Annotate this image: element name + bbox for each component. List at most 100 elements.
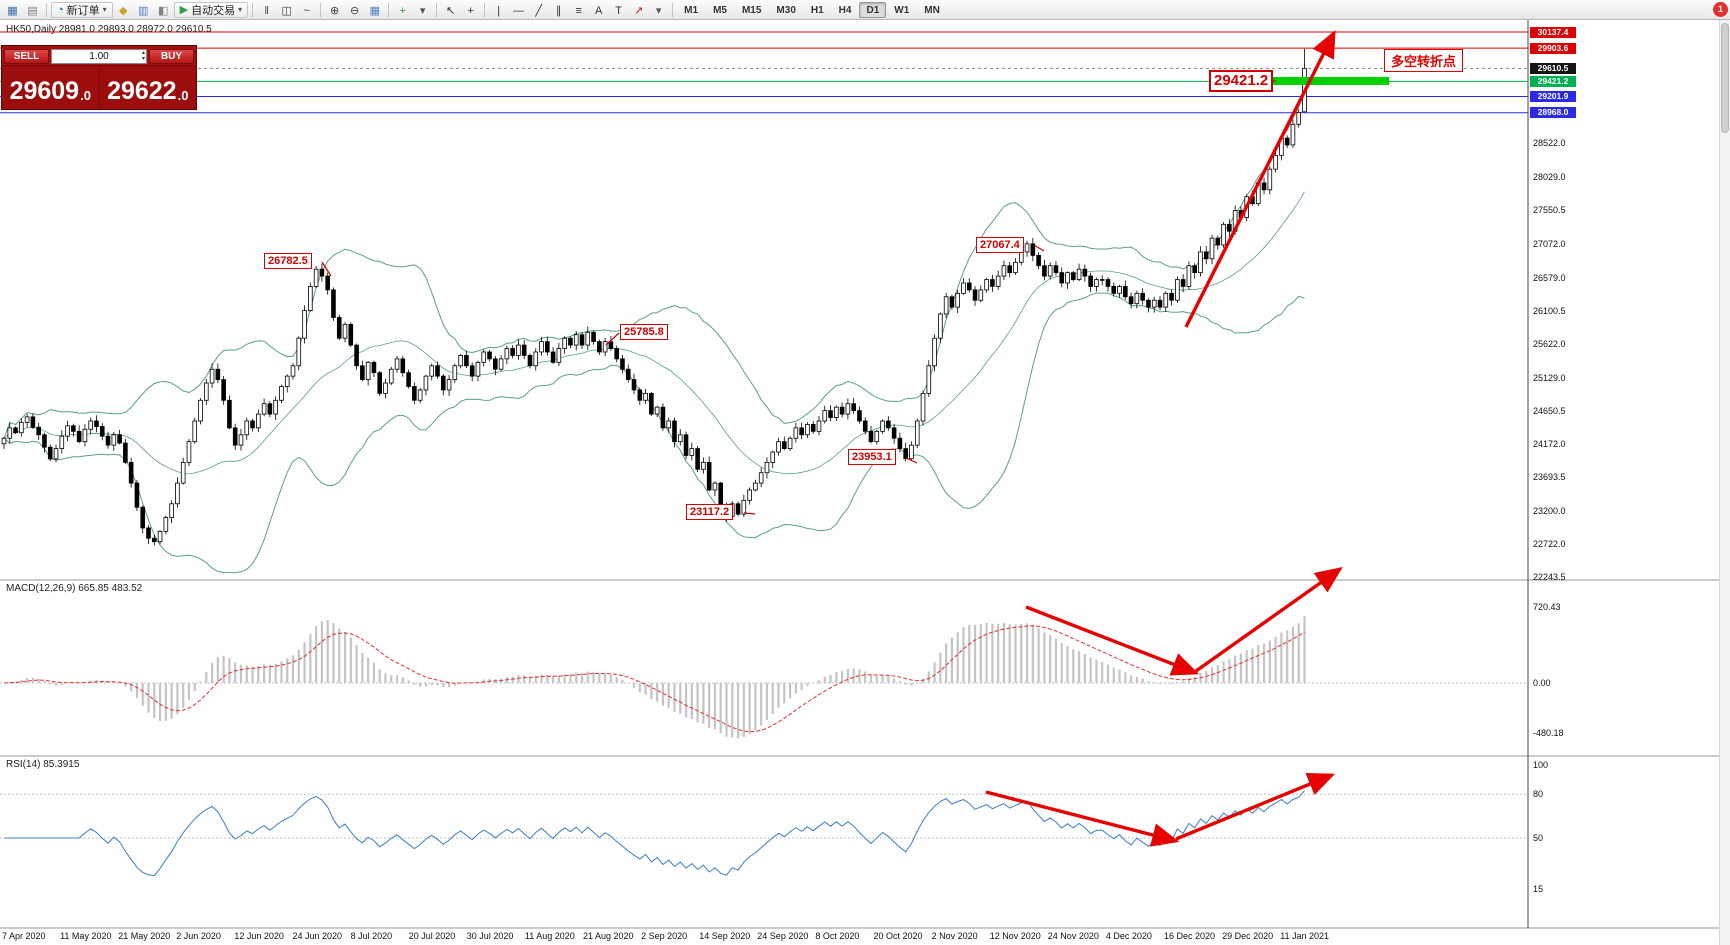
new-order-button-dropdown-icon[interactable]: ▾ (102, 5, 107, 14)
current-price-tag: 29610.5 (1530, 62, 1576, 74)
price-tag: 28968.0 (1530, 107, 1576, 119)
cursor-icon[interactable]: ↖ (446, 4, 456, 17)
timeframe-h4[interactable]: H4 (838, 4, 852, 16)
timeframe-m15[interactable]: M15 (741, 4, 762, 16)
bollinger-middle-band (3, 191, 1305, 475)
macd-histogram (8, 615, 1306, 739)
volume-input[interactable]: 1.00 ▴ ▾ (51, 48, 147, 64)
candlestick-chart-icon[interactable]: ◫ (281, 4, 292, 17)
date-label: 11 Aug 2020 (524, 931, 575, 941)
sell-price-value: 29609 (9, 77, 80, 105)
price-tag: 29201.9 (1530, 91, 1576, 103)
date-label: 8 Jul 2020 (350, 931, 393, 941)
turning-point-annotation[interactable]: 多空转折点 (1384, 49, 1464, 72)
date-label: 2 Nov 2020 (931, 931, 978, 941)
timeframe-m5[interactable]: M5 (713, 4, 727, 16)
trend-arrow-rsi-up[interactable] (1175, 773, 1336, 841)
notification-badge[interactable]: 1 (1713, 2, 1728, 17)
volume-up-icon[interactable]: ▴ (141, 49, 145, 56)
date-label: 29 Dec 2020 (1222, 931, 1274, 941)
arrows-icon[interactable]: ↗ (634, 4, 644, 17)
data-window-icon[interactable]: ▥ (137, 4, 149, 17)
timeframe-mn[interactable]: MN (924, 4, 940, 16)
price-axis-label: 26579.0 (1533, 272, 1566, 283)
date-label: 24 Nov 2020 (1047, 931, 1099, 941)
chart-profiles-icon[interactable]: ▤ (27, 4, 38, 17)
mql5-community-icon[interactable]: ◆ (118, 4, 128, 17)
date-label: 24 Sep 2020 (757, 931, 809, 941)
date-label: 30 Jul 2020 (466, 931, 514, 941)
price-callout[interactable]: 26782.5 (264, 253, 312, 269)
volume-spinner: ▴ ▾ (142, 50, 145, 63)
price-callout[interactable]: 29421.2 (1209, 70, 1274, 92)
price-callout[interactable]: 23953.1 (848, 449, 896, 465)
price-callout[interactable]: 27067.4 (976, 237, 1024, 253)
volume-down-icon[interactable]: ▾ (141, 56, 145, 62)
timeframe-m30[interactable]: M30 (776, 4, 796, 16)
buy-button[interactable]: BUY (149, 48, 194, 64)
new-order-button[interactable]: ◔ 新订单 ▾ (51, 1, 113, 18)
price-callout[interactable]: 23117.2 (686, 504, 734, 520)
support-zone-bar[interactable] (1271, 77, 1389, 85)
autotrade-button-dropdown-icon[interactable]: ▾ (238, 5, 243, 14)
label-icon[interactable]: T (615, 4, 623, 17)
crosshair-icon[interactable]: + (467, 4, 474, 17)
trend-arrow-macd-up[interactable] (1195, 567, 1343, 673)
scrollbar-thumb[interactable] (1721, 23, 1729, 133)
autotrade-button-icon: ▶ (179, 4, 189, 16)
callout-line (605, 332, 620, 346)
toolbar-separator (252, 2, 254, 17)
zoom-in-icon[interactable]: ⊕ (330, 4, 340, 17)
horizontal-line-icon[interactable]: — (513, 4, 525, 17)
date-label: 11 Jan 2021 (1280, 931, 1330, 941)
macd-signal-line (3, 625, 1305, 733)
one-click-trading-panel: SELL 1.00 ▴ ▾ BUY 29609 .0 29622 .0 (1, 45, 197, 110)
price-tag: 29903.6 (1530, 42, 1576, 54)
indicators-icon[interactable]: + (399, 4, 406, 17)
bar-chart-icon[interactable]: ǁ (264, 4, 269, 17)
rsi-axis-label: 80 (1533, 789, 1544, 800)
rsi-axis-label: 15 (1533, 884, 1544, 895)
trend-arrow-rsi-down[interactable] (985, 790, 1180, 847)
sell-price[interactable]: 29609 .0 (2, 66, 99, 109)
channel-icon[interactable]: ∥ (555, 4, 562, 17)
new-chart-icon[interactable]: ▦ (7, 4, 18, 17)
line-chart-icon[interactable]: ~ (303, 4, 310, 17)
tile-windows-icon[interactable]: ▦ (369, 4, 380, 17)
price-axis-label: 23693.5 (1533, 471, 1566, 482)
zoom-out-icon[interactable]: ⊖ (350, 4, 360, 17)
timeframe-h1[interactable]: H1 (810, 4, 824, 16)
buy-price-decimal: .0 (177, 88, 189, 103)
new-order-button-icon: ◔ (57, 3, 64, 16)
sell-button[interactable]: SELL (4, 48, 49, 64)
timeframe-m1[interactable]: M1 (684, 4, 699, 16)
trend-arrow-macd-down[interactable] (1025, 605, 1200, 676)
trendline-icon[interactable]: ╱ (535, 4, 542, 17)
price-axis-label: 25129.0 (1533, 372, 1566, 383)
price-callout[interactable]: 25785.8 (620, 324, 668, 340)
indicators-dropdown-icon[interactable]: ▾ (419, 4, 426, 17)
autotrade-button-label: 自动交易 (191, 4, 236, 17)
chart-title: HK50,Daily 28981.0 29893.0 28972.0 29610… (6, 24, 212, 35)
date-label: 2 Sep 2020 (641, 931, 688, 941)
autotrade-button[interactable]: ▶ 自动交易 ▾ (173, 1, 249, 18)
rsi-axis-label: 50 (1533, 833, 1544, 843)
fibonacci-icon[interactable]: ≡ (575, 4, 582, 17)
order-controls-row: SELL 1.00 ▴ ▾ BUY (2, 46, 196, 65)
timeframe-d1[interactable]: D1 (859, 1, 887, 18)
timeframe-w1[interactable]: W1 (894, 4, 910, 16)
text-icon[interactable]: A (594, 4, 603, 17)
vertical-scrollbar[interactable] (1719, 20, 1730, 945)
trend-arrow-main[interactable] (1184, 29, 1336, 328)
date-label: 11 May 2020 (60, 931, 112, 941)
macd-axis-label: 720.43 (1533, 602, 1561, 613)
candlesticks-layer (1, 48, 1307, 546)
vertical-line-icon[interactable]: | (497, 4, 501, 17)
arrows-dropdown-icon[interactable]: ▾ (655, 4, 662, 17)
strategy-tester-icon[interactable]: ◧ (157, 4, 169, 17)
macd-axis-label: 0.00 (1533, 678, 1551, 688)
buy-price[interactable]: 29622 .0 (100, 66, 197, 109)
toolbar-separator (672, 2, 674, 17)
